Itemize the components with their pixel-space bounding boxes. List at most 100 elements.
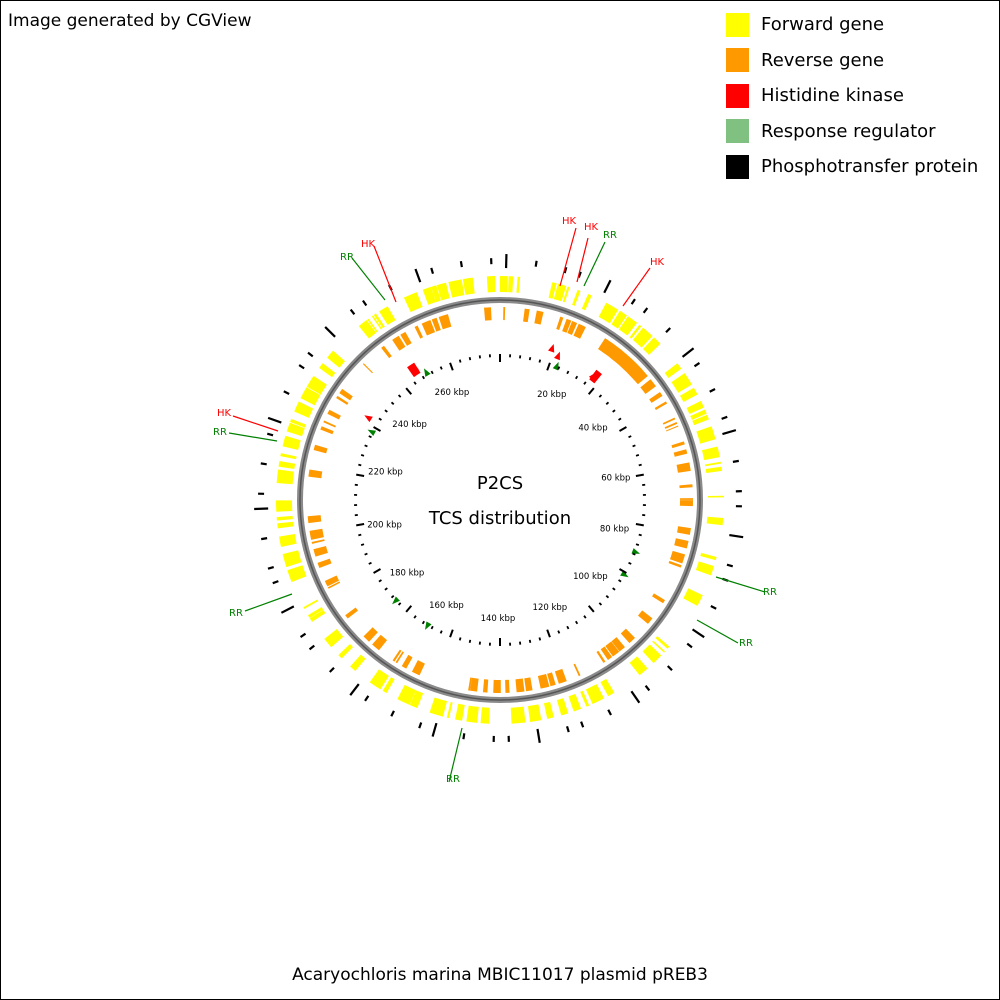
reverse-gene xyxy=(469,677,479,692)
reverse-gene xyxy=(649,392,663,403)
forward-gene xyxy=(683,588,703,606)
reverse-gene xyxy=(320,426,334,435)
reverse-gene xyxy=(600,646,613,660)
ruler-tick xyxy=(449,362,454,371)
reverse-gene xyxy=(482,679,489,693)
reverse-gene xyxy=(313,545,328,557)
callout-leader xyxy=(576,237,589,283)
outer-tick xyxy=(691,628,705,639)
ruler-label: 120 kbp xyxy=(533,603,568,613)
tcs-feature-track xyxy=(364,343,641,630)
forward-gene xyxy=(696,426,716,444)
ruler-tick xyxy=(587,387,595,395)
center-title: P2CS xyxy=(477,473,523,494)
reverse-gene xyxy=(537,674,550,689)
forward-gene xyxy=(276,515,293,521)
forward-gene xyxy=(618,316,638,336)
callout-label: RR xyxy=(446,774,460,785)
reverse-gene xyxy=(679,484,693,489)
reverse-gene xyxy=(573,663,581,677)
ruler-label: 160 kbp xyxy=(429,601,464,611)
forward-gene xyxy=(303,599,319,609)
ruler-label: 60 kbp xyxy=(601,473,630,483)
reverse-gene xyxy=(411,660,425,676)
ruler-tick xyxy=(583,381,587,385)
reverse-gene xyxy=(534,310,544,325)
forward-gene xyxy=(581,294,592,311)
forward-gene xyxy=(279,533,297,548)
reverse-gene xyxy=(392,335,406,351)
forward-gene xyxy=(632,327,653,348)
ruler-tick xyxy=(635,454,640,457)
reverse-gene xyxy=(573,323,586,339)
legend-label: Response regulator xyxy=(761,120,936,142)
feature-marker xyxy=(589,369,602,384)
legend-swatch xyxy=(726,83,749,108)
ruler-tick xyxy=(364,444,368,448)
forward-gene xyxy=(664,363,682,378)
ruler-tick xyxy=(566,370,570,375)
callout-label: HK xyxy=(217,408,232,419)
forward-gene xyxy=(338,644,353,659)
callout-label: RR xyxy=(739,638,753,649)
ruler-tick xyxy=(390,401,395,405)
reverse-gene xyxy=(620,628,636,644)
forward-gene xyxy=(462,277,475,295)
callout-leader xyxy=(696,619,739,644)
reverse-gene xyxy=(311,539,325,544)
forward-gene xyxy=(446,702,453,719)
reverse-gene xyxy=(679,498,693,500)
forward-gene xyxy=(629,656,648,676)
outer-tick xyxy=(260,462,267,466)
forward-gene xyxy=(277,521,294,529)
legend-label: Histidine kinase xyxy=(761,85,904,107)
feature-marker xyxy=(425,621,432,630)
reverse-gene xyxy=(381,345,392,359)
forward-gene xyxy=(367,318,378,333)
ruler-tick xyxy=(373,568,381,574)
ruler-tick xyxy=(358,463,362,467)
ruler-tick xyxy=(360,543,365,546)
ruler-tick xyxy=(368,561,372,565)
callout-leader xyxy=(622,267,651,307)
ruler-label: 240 kbp xyxy=(392,420,427,430)
forward-gene xyxy=(692,414,709,426)
ruler-tick xyxy=(390,595,395,599)
forward-gene xyxy=(642,337,661,355)
ruler-tick xyxy=(430,625,434,630)
reverse-gene xyxy=(327,409,341,420)
reverse-gene xyxy=(567,321,578,335)
ruler-tick xyxy=(635,543,640,546)
reverse-gene xyxy=(327,581,341,589)
feature-marker xyxy=(407,362,421,378)
forward-gene xyxy=(543,701,554,719)
forward-gene xyxy=(706,516,724,526)
forward-gene xyxy=(562,286,570,303)
reverse-gene xyxy=(363,627,378,642)
forward-gene xyxy=(572,289,581,306)
reverse-gene xyxy=(414,325,424,339)
forward-gene xyxy=(290,418,307,428)
reverse-gene xyxy=(605,641,620,657)
forward-gene xyxy=(686,400,704,415)
outer-tick xyxy=(362,299,368,307)
ruler-label: 20 kbp xyxy=(537,390,566,400)
ruler-tick xyxy=(468,357,472,361)
outer-tick-ring xyxy=(254,254,744,743)
outer-tick xyxy=(414,268,422,283)
callout-label: RR xyxy=(340,252,354,263)
outer-tick xyxy=(603,279,612,294)
legend-label: Forward gene xyxy=(761,14,885,36)
outer-tick xyxy=(431,722,438,737)
credit-text: Image generated by CGView xyxy=(8,11,252,31)
reverse-gene xyxy=(421,319,436,336)
forward-gene xyxy=(695,561,715,576)
feature-marker xyxy=(631,548,641,554)
outer-tick xyxy=(630,690,641,704)
legend: Forward gene Reverse gene Histidine kina… xyxy=(726,7,978,185)
outer-tick xyxy=(298,364,305,370)
callout-leader xyxy=(228,432,278,442)
callout-leader xyxy=(715,576,766,593)
callout-leader xyxy=(351,257,386,301)
reverse-gene xyxy=(654,401,668,411)
